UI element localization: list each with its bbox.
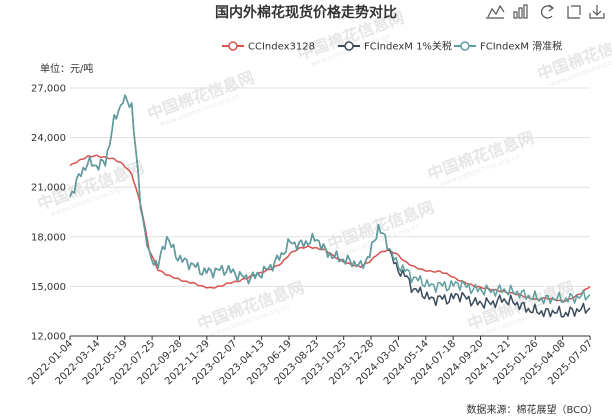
series-line-fcs [69,94,591,305]
zoom-icon[interactable] [567,5,581,19]
legend-item-cc[interactable]: CCIndex3128 [248,42,315,53]
x-axis: 2022-01-042022-03-142022-05-192022-07-25… [26,335,595,387]
download-icon[interactable] [589,5,605,19]
y-axis: 12,000 15,000 18,000 21,000 24,000 27,000 [31,84,66,343]
chart-title: 国内外棉花现货价格走势对比 [215,4,397,21]
watermark-text: 中国棉花信息网 [325,198,437,254]
legend-item-fc1[interactable]: FCIndexM 1%关税 [364,40,452,53]
series-layer [69,94,591,318]
watermark-layer: 中国棉花信息网www.cottonchina.org.cn中国棉花信息网www.… [35,8,612,339]
y-tick-label: 18,000 [31,232,66,243]
watermark-text: 中国棉花信息网 [425,128,537,184]
y-axis-unit: 单位：元/吨 [40,62,93,75]
series-line-cc [69,154,591,303]
y-tick-label: 12,000 [31,332,66,343]
watermark-text: 中国棉花信息网 [145,68,257,124]
legend-swatch-marker [228,41,238,51]
bar-chart-icon[interactable] [513,4,528,19]
y-tick-label: 21,000 [31,183,66,194]
line-chart-icon[interactable] [486,4,505,19]
legend-swatch-marker [344,41,354,51]
y-tick-label: 15,000 [31,282,66,293]
grid [70,87,590,287]
legend-swatch-marker [460,41,470,51]
legend-item-fcs[interactable]: FCIndexM 滑准税 [480,40,562,53]
y-tick-label: 24,000 [31,133,66,144]
restore-icon[interactable] [541,4,554,19]
toolbox [486,4,605,19]
legend: CCIndex3128 FCIndexM 1%关税 FCIndexM 滑准税 [222,40,562,53]
y-tick-label: 27,000 [31,84,66,95]
series-line-fc1 [69,94,591,318]
source-label: 数据来源：棉花展望（BCO） [466,403,598,416]
